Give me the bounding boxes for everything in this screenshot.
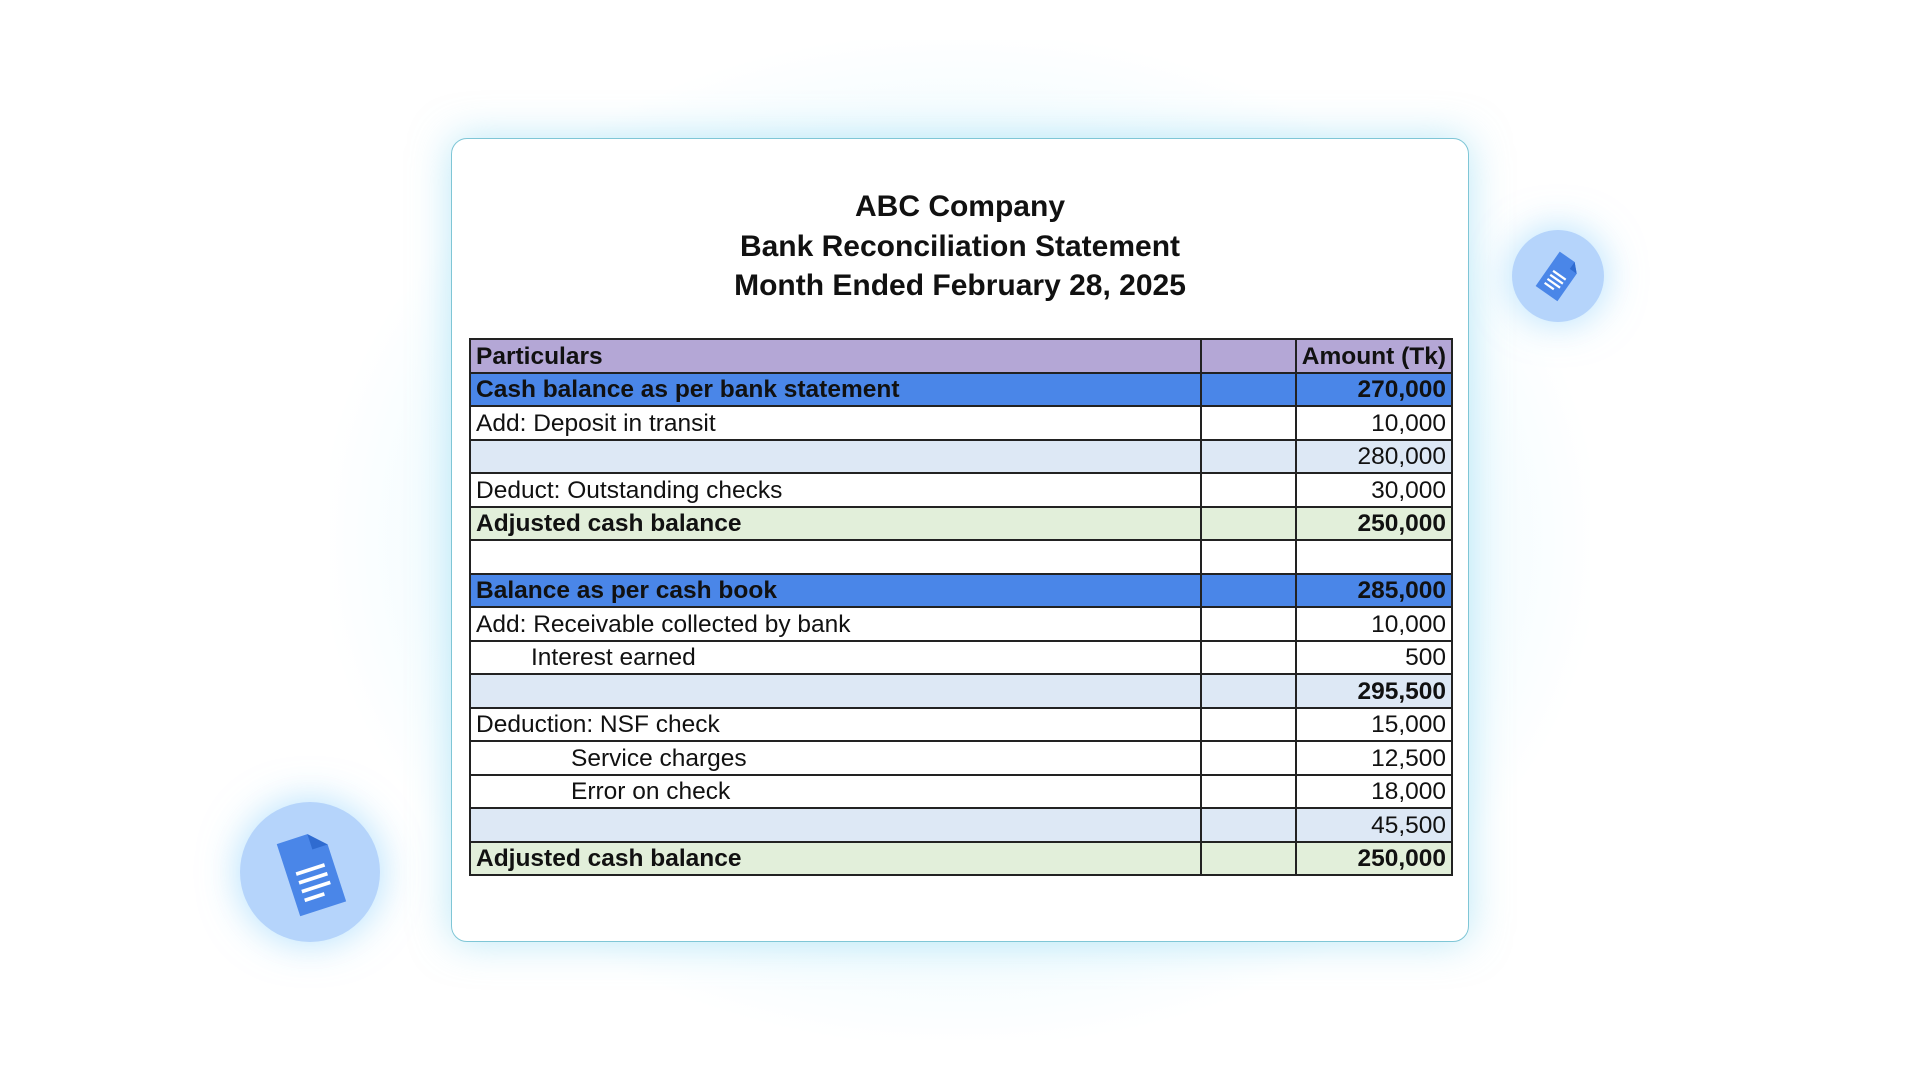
row-amount: 250,000 [1294,505,1454,541]
row-blank-cell [1200,706,1297,742]
row-blank-cell [1200,505,1297,541]
table-row: 45,500 [468,807,1454,843]
company-name: ABC Company [854,190,1065,223]
row-blank-cell [1200,472,1297,508]
header-blank [1200,338,1297,374]
row-blank-cell [1200,807,1297,843]
row-amount: 10,000 [1294,405,1454,441]
row-particular [468,673,1203,709]
reconciliation-table: Particulars Amount (Tk) Cash balance as … [468,338,1454,876]
row-amount [1294,539,1454,575]
row-amount: 45,500 [1294,807,1454,843]
statement-period: Month Ended February 28, 2025 [734,269,1186,302]
row-blank-cell [1200,773,1297,809]
row-amount: 295,500 [1294,673,1454,709]
row-particular: Deduction: NSF check [468,706,1203,742]
header-amount: Amount (Tk) [1294,338,1454,374]
table-row: Service charges 12,500 [468,740,1454,776]
statement-header: ABC Company Bank Reconciliation Statemen… [452,187,1468,306]
row-amount: 12,500 [1294,740,1454,776]
row-particular: Error on check [468,773,1203,809]
table-row: Deduction: NSF check 15,000 [468,706,1454,742]
table-row: Adjusted cash balance 250,000 [468,505,1454,541]
row-amount: 280,000 [1294,438,1454,474]
row-particular: Service charges [468,740,1203,776]
row-particular [468,539,1203,575]
table-header-row: Particulars Amount (Tk) [468,338,1454,374]
document-icon [1535,251,1577,302]
table-row: Error on check 18,000 [468,773,1454,809]
row-amount: 10,000 [1294,606,1454,642]
row-blank-cell [1200,371,1297,407]
table-row: 295,500 [468,673,1454,709]
row-amount: 250,000 [1294,840,1454,876]
table-row [468,539,1454,575]
statement-card: ABC Company Bank Reconciliation Statemen… [451,138,1469,942]
row-amount: 270,000 [1294,371,1454,407]
row-particular [468,438,1203,474]
row-blank-cell [1200,539,1297,575]
row-amount: 30,000 [1294,472,1454,508]
row-particular: Adjusted cash balance [468,840,1203,876]
statement-title: Bank Reconciliation Statement [739,229,1181,263]
row-amount: 18,000 [1294,773,1454,809]
row-particular: Add: Deposit in transit [468,405,1203,441]
row-particular: Interest earned [468,639,1203,675]
row-particular [468,807,1203,843]
row-blank-cell [1200,740,1297,776]
table-row: Add: Deposit in transit 10,000 [468,405,1454,441]
table-row: Interest earned 500 [468,639,1454,675]
document-icon [276,834,347,917]
header-particulars: Particulars [468,338,1203,374]
row-blank-cell [1200,639,1297,675]
row-amount: 500 [1294,639,1454,675]
table-row: Cash balance as per bank statement 270,00… [468,371,1454,407]
row-particular: Balance as per cash book [468,572,1203,608]
table-row: Deduct: Outstanding checks 30,000 [468,472,1454,508]
table-row: Adjusted cash balance 250,000 [468,840,1454,876]
table-row: Balance as per cash book 285,000 [468,572,1454,608]
doc-bubble-left [240,802,380,942]
row-blank-cell [1200,438,1297,474]
row-blank-cell [1200,572,1297,608]
row-particular: Add: Receivable collected by bank [468,606,1203,642]
doc-bubble-right [1512,230,1604,322]
table-row: Add: Receivable collected by bank 10,000 [468,606,1454,642]
row-amount: 285,000 [1294,572,1454,608]
row-particular: Cash balance as per bank statement [468,371,1203,407]
row-blank-cell [1200,606,1297,642]
table-row: 280,000 [468,438,1454,474]
row-particular: Adjusted cash balance [468,505,1203,541]
row-particular: Deduct: Outstanding checks [468,472,1203,508]
row-blank-cell [1200,673,1297,709]
row-blank-cell [1200,840,1297,876]
row-amount: 15,000 [1294,706,1454,742]
row-blank-cell [1200,405,1297,441]
